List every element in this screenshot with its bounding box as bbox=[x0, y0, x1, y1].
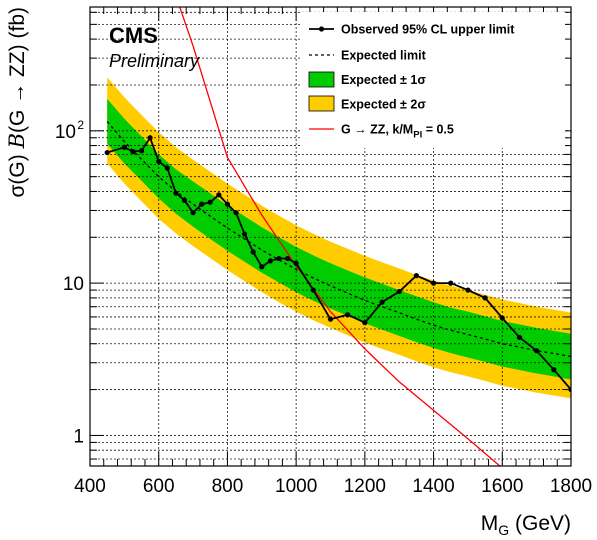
observed-point bbox=[199, 201, 205, 207]
experiment-label: CMS bbox=[109, 23, 158, 48]
legend-2sigma-label: Expected ± 2σ bbox=[341, 98, 426, 112]
observed-point bbox=[242, 231, 248, 237]
observed-limit-markers bbox=[104, 135, 571, 393]
observed-point bbox=[224, 201, 231, 207]
legend-expected-label: Expected limit bbox=[341, 49, 427, 63]
observed-limit-line bbox=[106, 135, 571, 391]
observed-point bbox=[499, 315, 505, 321]
observed-point bbox=[190, 210, 196, 216]
observed-point bbox=[413, 273, 419, 279]
observed-point bbox=[207, 199, 213, 205]
legend-theory-label: G → ZZ, k/MPl = 0.5 bbox=[341, 123, 454, 141]
x-axis-title: MG (GeV) bbox=[481, 512, 571, 538]
x-tick-labels: 400 600 800 1000 1200 1400 1600 1800 bbox=[74, 476, 592, 497]
x-tick-label: 1000 bbox=[275, 476, 317, 497]
plot-area bbox=[90, 7, 571, 466]
observed-point bbox=[259, 264, 265, 270]
observed-point bbox=[284, 255, 291, 262]
observed-point bbox=[233, 210, 239, 216]
plot-frame bbox=[89, 6, 572, 467]
legend-2sigma-swatch bbox=[308, 95, 335, 112]
observed-point bbox=[104, 149, 110, 156]
observed-point bbox=[130, 149, 136, 155]
observed-point bbox=[156, 158, 162, 164]
y-axis-title: σ(G) B(G → ZZ) (fb) bbox=[5, 7, 29, 198]
x-tick-label: 400 bbox=[74, 476, 106, 497]
legend-1sigma-swatch bbox=[308, 71, 335, 88]
y-tick-label: 10 bbox=[63, 274, 84, 295]
x-tick-label: 1400 bbox=[412, 476, 454, 497]
observed-point bbox=[173, 190, 179, 196]
observed-point bbox=[310, 287, 316, 293]
observed-point bbox=[138, 148, 145, 154]
observed-point bbox=[345, 312, 351, 318]
legend: Observed 95% CL upper limit Expected lim… bbox=[301, 12, 565, 148]
y-tick-label: 10 bbox=[55, 122, 76, 143]
x-tick-label: 1200 bbox=[344, 476, 386, 497]
observed-point bbox=[121, 144, 127, 150]
observed-point bbox=[164, 165, 170, 171]
observed-point bbox=[327, 316, 334, 322]
legend-observed-label: Observed 95% CL upper limit bbox=[341, 23, 515, 37]
legend-observed-marker bbox=[318, 26, 325, 32]
observed-point bbox=[216, 192, 222, 198]
theory-curve-line bbox=[179, 7, 501, 466]
status-label: Preliminary bbox=[109, 51, 200, 71]
observed-point bbox=[181, 197, 188, 203]
legend-background bbox=[301, 12, 565, 148]
grid-lines bbox=[90, 7, 571, 466]
legend-1sigma-label: Expected ± 1σ bbox=[341, 73, 426, 87]
observed-point bbox=[276, 255, 282, 262]
observed-point bbox=[482, 295, 488, 301]
y-tick-label: 1 bbox=[73, 426, 84, 447]
observed-point bbox=[362, 320, 368, 326]
observed-point bbox=[516, 334, 523, 341]
observed-point bbox=[147, 135, 153, 141]
x-tick-label: 1800 bbox=[550, 476, 592, 497]
x-tick-label: 800 bbox=[212, 476, 244, 497]
x-tick-label: 1600 bbox=[481, 476, 523, 497]
observed-point bbox=[267, 258, 273, 264]
y-tick-label-exponent: 2 bbox=[77, 118, 84, 132]
observed-point bbox=[250, 249, 256, 255]
observed-point bbox=[430, 280, 437, 286]
observed-point bbox=[448, 280, 454, 286]
expected-1sigma-band bbox=[107, 98, 571, 380]
observed-point bbox=[465, 287, 471, 293]
observed-point bbox=[379, 299, 385, 305]
x-tick-label: 600 bbox=[143, 476, 175, 497]
observed-point bbox=[534, 348, 540, 354]
observed-point bbox=[293, 260, 299, 266]
observed-point bbox=[396, 288, 402, 295]
observed-point bbox=[551, 367, 557, 373]
